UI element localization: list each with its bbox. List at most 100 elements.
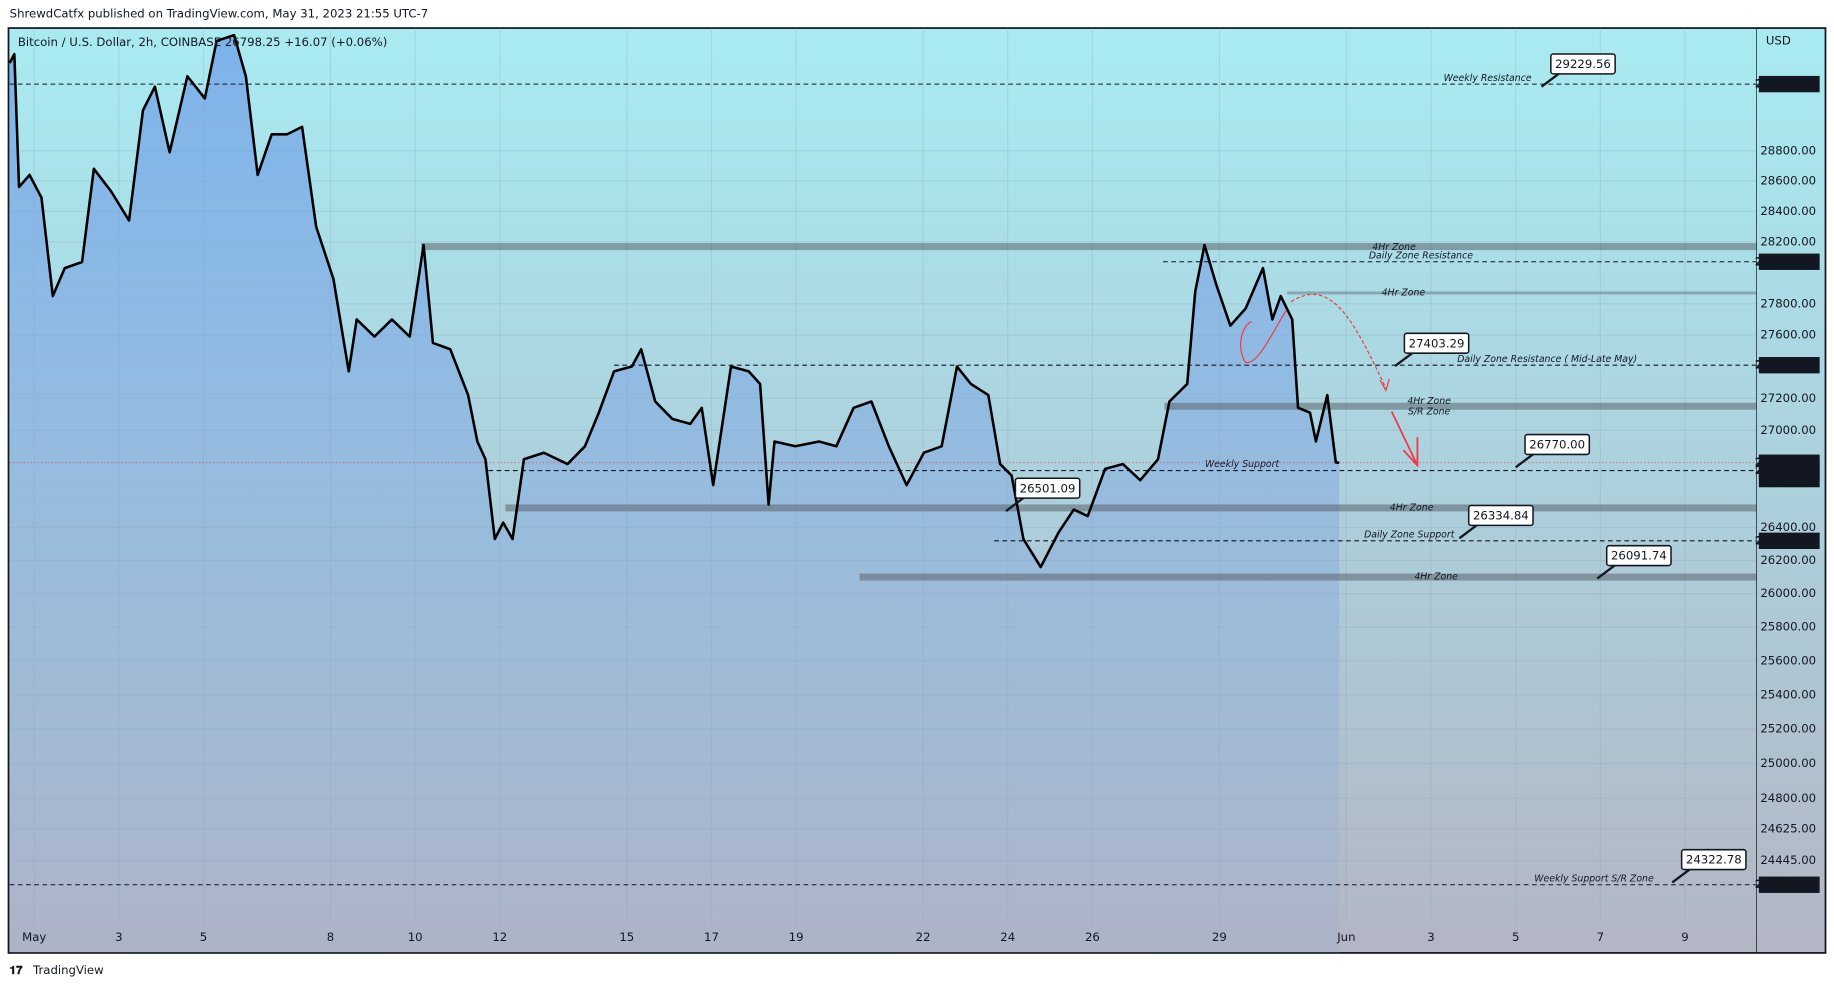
price-tag	[1758, 75, 1820, 93]
area	[9, 35, 1340, 953]
last-price-label: 26798.25	[1755, 455, 1816, 469]
y-tick-label: 28800.00	[1760, 143, 1816, 157]
level-label: 4Hr Zone	[1372, 242, 1416, 253]
price-line	[8, 33, 1340, 569]
price-tag	[1758, 532, 1820, 549]
level-label: Weekly Support S/R Zone	[1534, 873, 1654, 884]
level-label: Daily Zone Support	[1364, 529, 1455, 540]
x-tick-label: 12	[492, 930, 507, 944]
level-label: Weekly Support	[1205, 459, 1280, 470]
logo-mark: 𝟏𝟕	[10, 963, 23, 977]
callout-box	[1605, 544, 1672, 567]
x-tick-label: 8	[327, 930, 334, 944]
x-tick-label: 19	[789, 930, 804, 944]
area-layer	[9, 35, 1340, 953]
y-tick-label: 26400.00	[1760, 520, 1816, 534]
price-tag	[1758, 876, 1820, 893]
callout-label: 24322.78	[1686, 853, 1742, 867]
currency: USD	[1766, 33, 1791, 47]
callout-box	[1550, 53, 1616, 75]
x-tick-label: 5	[200, 930, 207, 944]
y-tick-label: 28600.00	[1760, 173, 1816, 187]
callout-pointer	[1458, 523, 1479, 540]
price-tag-label: 27408.74	[1755, 358, 1816, 372]
x-tick-label: 17	[704, 930, 719, 944]
price-tag-label: 26319.37	[1755, 533, 1816, 547]
footer: TradingView	[32, 963, 104, 977]
axes: May 3 5 8 10 12 15 17 19 22 24 26 29 Jun 3 5 7 9 28800.00 2…	[22, 75, 1820, 944]
level-label: 4Hr Zone	[1407, 396, 1451, 407]
price-tag-label: 28071.28	[1755, 254, 1816, 268]
x-tick-label: 29	[1212, 930, 1227, 944]
level-label: Daily Zone Resistance	[1369, 250, 1473, 261]
x-tick-label: 9	[1681, 930, 1688, 944]
drawings	[1240, 294, 1419, 468]
y-tick-label: 26200.00	[1760, 553, 1816, 567]
arrow-head	[1402, 437, 1419, 468]
y-tick-label: 24445.00	[1760, 853, 1816, 867]
drawing-curve	[1240, 309, 1287, 364]
x-tick-label: Jun	[1336, 930, 1355, 944]
drawing-arrow	[1290, 294, 1387, 389]
y-tick-label: 27600.00	[1760, 328, 1816, 342]
x-tick-label: 24	[1000, 930, 1015, 944]
callout-box	[1014, 477, 1081, 499]
y-tick-label: 25200.00	[1760, 722, 1816, 736]
callout-label: 26091.74	[1611, 549, 1667, 563]
level-label: S/R Zone	[1408, 407, 1451, 418]
y-tick-label: 25600.00	[1760, 653, 1816, 667]
x-tick-label: 3	[115, 930, 122, 944]
callout-label: 26501.09	[1020, 481, 1076, 495]
callout-pointer	[1394, 351, 1415, 367]
zone-band	[1164, 402, 1757, 410]
callout-pointer	[1514, 452, 1536, 469]
last-price-tag	[1758, 454, 1820, 488]
legend: Bitcoin / U.S. Dollar, 2h, COINBASE 2679…	[18, 35, 387, 49]
price-tag	[1758, 357, 1820, 374]
x-tick-label: 7	[1597, 930, 1604, 944]
countdown: 01:04:45	[1761, 470, 1814, 484]
callout-label: 26334.84	[1473, 509, 1529, 523]
callout-pointer	[1671, 867, 1692, 884]
zone-band	[505, 504, 1757, 512]
zone-band	[1287, 291, 1757, 295]
y-tick-label: 25400.00	[1760, 687, 1816, 701]
zone-band	[421, 243, 1757, 251]
callout-pointer	[1540, 71, 1561, 88]
y-tick-label: 25800.00	[1760, 620, 1816, 634]
level-label: Daily Zone Resistance ( Mid-Late May)	[1457, 354, 1637, 365]
publisher: ShrewdCatfx published on TradingView.com…	[10, 7, 429, 21]
callout-pointer	[1005, 496, 1026, 512]
price-tag	[1758, 253, 1820, 270]
callout-box	[1524, 433, 1591, 456]
level-label: 4Hr Zone	[1382, 287, 1426, 298]
y-tick-label: 24625.00	[1760, 821, 1816, 835]
x-tick-label: 5	[1512, 930, 1519, 944]
y-tick-label: 27200.00	[1760, 391, 1816, 405]
x-tick-label: May	[22, 930, 46, 944]
y-tick-label: 26000.00	[1760, 586, 1816, 600]
legend-symbol: Bitcoin / U.S. Dollar, 2h, COINBASE	[18, 35, 221, 49]
callout-pointer	[1596, 563, 1617, 580]
callout-label: 26770.00	[1529, 438, 1585, 452]
x-tick-label: 10	[408, 930, 423, 944]
x-tick-label: 26	[1085, 930, 1100, 944]
legend-price: 26798.25	[225, 35, 281, 49]
level-label: 4Hr Zone	[1390, 502, 1434, 513]
y-tick-label: 28200.00	[1760, 234, 1816, 248]
callout-label: 27403.29	[1409, 336, 1465, 350]
callout-box	[1403, 332, 1470, 354]
callout-label: 29229.56	[1555, 57, 1611, 71]
price-tag-label: 24309.77	[1755, 877, 1816, 891]
level-label: Weekly Resistance	[1444, 73, 1532, 84]
price-tag-label: 29246.98	[1755, 77, 1816, 91]
drawing-arrow	[1390, 411, 1419, 466]
arrow-head	[1379, 378, 1390, 393]
y-tick-label: 24800.00	[1760, 791, 1816, 805]
y-tick-label: 25000.00	[1760, 756, 1816, 770]
callouts: 29229.56 27403.29 26770.00 26501.09 26334.84…	[1005, 53, 1747, 884]
y-tick-label: 28400.00	[1760, 204, 1816, 218]
